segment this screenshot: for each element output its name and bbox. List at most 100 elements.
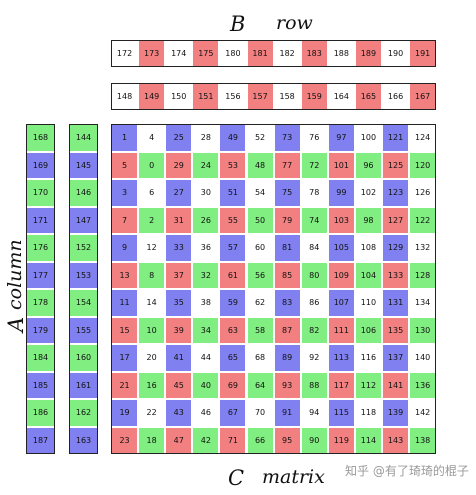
a-cell: 144 bbox=[69, 124, 98, 152]
c-cell: 1 bbox=[111, 124, 139, 152]
c-cell: 66 bbox=[246, 426, 274, 454]
c-cell: 13 bbox=[111, 261, 139, 289]
c-cell: 59 bbox=[219, 289, 247, 317]
a-cell: 147 bbox=[69, 206, 98, 234]
a-cell: 169 bbox=[26, 151, 55, 179]
b-cell: 157 bbox=[246, 83, 274, 110]
c-cell: 124 bbox=[409, 124, 437, 152]
c-cell: 74 bbox=[300, 206, 328, 234]
c-cell: 108 bbox=[354, 234, 382, 262]
a-label: A bbox=[4, 316, 28, 332]
c-cell: 24 bbox=[192, 151, 220, 179]
c-cell: 115 bbox=[327, 399, 355, 427]
b-cell: 166 bbox=[382, 83, 410, 110]
c-cell: 137 bbox=[382, 344, 410, 372]
c-cell: 25 bbox=[165, 124, 193, 152]
c-cell: 21 bbox=[111, 371, 139, 399]
b-cell: 172 bbox=[111, 40, 139, 67]
c-cell: 86 bbox=[300, 289, 328, 317]
c-cell: 131 bbox=[382, 289, 410, 317]
c-cell: 52 bbox=[246, 124, 274, 152]
c-cell: 79 bbox=[273, 206, 301, 234]
c-cell: 53 bbox=[219, 151, 247, 179]
c-cell: 3 bbox=[111, 179, 139, 207]
c-cell: 31 bbox=[165, 206, 193, 234]
b-cell: 174 bbox=[165, 40, 193, 67]
c-cell: 100 bbox=[354, 124, 382, 152]
c-cell: 16 bbox=[138, 371, 166, 399]
b-cell: 167 bbox=[409, 83, 437, 110]
c-cell: 105 bbox=[327, 234, 355, 262]
c-cell: 61 bbox=[219, 261, 247, 289]
b-cell: 191 bbox=[409, 40, 437, 67]
c-cell: 121 bbox=[382, 124, 410, 152]
c-cell: 128 bbox=[409, 261, 437, 289]
c-cell: 62 bbox=[246, 289, 274, 317]
c-cell: 45 bbox=[165, 371, 193, 399]
c-cell: 116 bbox=[354, 344, 382, 372]
c-cell: 102 bbox=[354, 179, 382, 207]
c-cell: 127 bbox=[382, 206, 410, 234]
a-cell: 186 bbox=[26, 399, 55, 427]
c-cell: 4 bbox=[138, 124, 166, 152]
a-cell: 187 bbox=[26, 426, 55, 454]
c-cell: 93 bbox=[273, 371, 301, 399]
c-cell: 34 bbox=[192, 316, 220, 344]
c-cell: 99 bbox=[327, 179, 355, 207]
c-cell: 133 bbox=[382, 261, 410, 289]
c-cell: 129 bbox=[382, 234, 410, 262]
c-cell: 8 bbox=[138, 261, 166, 289]
c-cell: 94 bbox=[300, 399, 328, 427]
c-cell: 136 bbox=[409, 371, 437, 399]
c-cell: 33 bbox=[165, 234, 193, 262]
c-cell: 6 bbox=[138, 179, 166, 207]
b-cell: 159 bbox=[300, 83, 328, 110]
c-cell: 10 bbox=[138, 316, 166, 344]
c-cell: 77 bbox=[273, 151, 301, 179]
b-label: B bbox=[230, 12, 246, 36]
c-cell: 18 bbox=[138, 426, 166, 454]
c-cell: 95 bbox=[273, 426, 301, 454]
c-cell: 141 bbox=[382, 371, 410, 399]
a-cell: 154 bbox=[69, 289, 98, 317]
matrix-label: matrix bbox=[262, 466, 325, 488]
a-cell: 184 bbox=[26, 344, 55, 372]
c-cell: 50 bbox=[246, 206, 274, 234]
c-cell: 27 bbox=[165, 179, 193, 207]
c-cell: 101 bbox=[327, 151, 355, 179]
c-cell: 110 bbox=[354, 289, 382, 317]
a-cell: 145 bbox=[69, 151, 98, 179]
b-cell: 164 bbox=[327, 83, 355, 110]
c-cell: 49 bbox=[219, 124, 247, 152]
a-cell: 153 bbox=[69, 261, 98, 289]
a-cell: 177 bbox=[26, 261, 55, 289]
c-cell: 15 bbox=[111, 316, 139, 344]
c-cell: 12 bbox=[138, 234, 166, 262]
b-cell: 156 bbox=[219, 83, 247, 110]
b-cell: 151 bbox=[192, 83, 220, 110]
a-cell: 168 bbox=[26, 124, 55, 152]
c-cell: 88 bbox=[300, 371, 328, 399]
a-cell: 185 bbox=[26, 371, 55, 399]
c-cell: 98 bbox=[354, 206, 382, 234]
c-cell: 117 bbox=[327, 371, 355, 399]
c-cell: 82 bbox=[300, 316, 328, 344]
b-cell: 158 bbox=[273, 83, 301, 110]
c-cell: 11 bbox=[111, 289, 139, 317]
c-cell: 48 bbox=[246, 151, 274, 179]
c-cell: 87 bbox=[273, 316, 301, 344]
c-cell: 90 bbox=[300, 426, 328, 454]
c-cell: 111 bbox=[327, 316, 355, 344]
b-cell: 173 bbox=[138, 40, 166, 67]
c-cell: 23 bbox=[111, 426, 139, 454]
c-cell: 63 bbox=[219, 316, 247, 344]
c-cell: 51 bbox=[219, 179, 247, 207]
c-cell: 54 bbox=[246, 179, 274, 207]
a-cell: 160 bbox=[69, 344, 98, 372]
b-cell: 190 bbox=[382, 40, 410, 67]
c-cell: 0 bbox=[138, 151, 166, 179]
c-cell: 119 bbox=[327, 426, 355, 454]
c-cell: 138 bbox=[409, 426, 437, 454]
b-cell: 148 bbox=[111, 83, 139, 110]
c-cell: 68 bbox=[246, 344, 274, 372]
